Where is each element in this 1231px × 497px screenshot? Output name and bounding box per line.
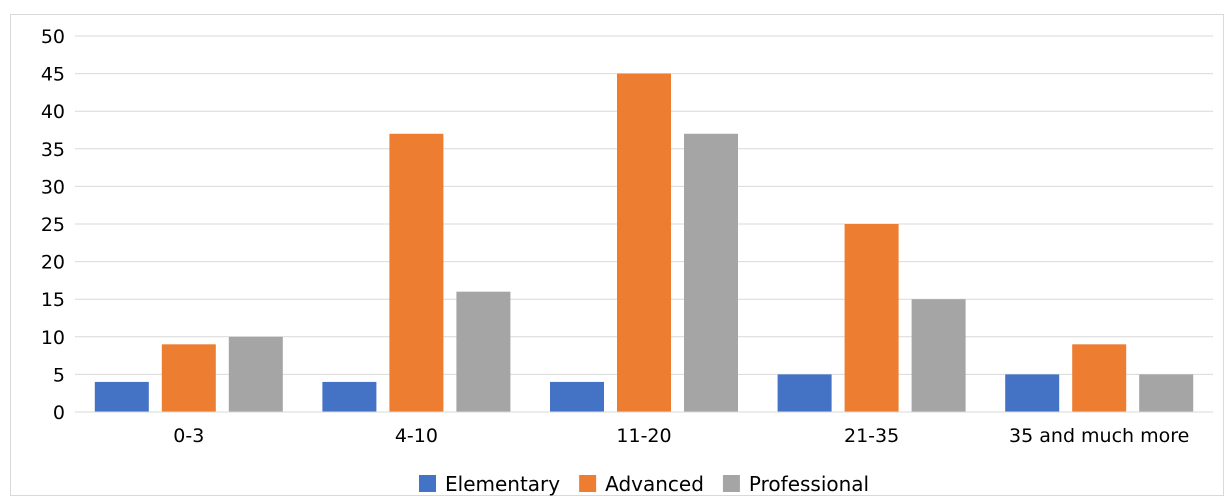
legend: Elementary Advanced Professional: [419, 472, 869, 496]
x-tick-label: 35 and much more: [1009, 425, 1189, 447]
y-tick-label: 5: [53, 364, 65, 386]
bar-professional-3: [684, 133, 738, 412]
bar-elementary-4: [777, 374, 832, 412]
legend-swatch: [419, 475, 436, 492]
y-tick-label: 25: [41, 214, 65, 236]
bar-advanced-3: [617, 73, 671, 412]
bar-elementary-2: [322, 381, 377, 412]
bar-professional-4: [911, 299, 966, 412]
legend-label: Elementary: [445, 472, 560, 496]
y-tick-label: 45: [41, 64, 65, 86]
bar-advanced-2: [389, 133, 444, 412]
legend-item-advanced: Advanced: [579, 472, 704, 496]
bar-elementary-3: [550, 381, 604, 412]
y-tick-label: 30: [41, 176, 65, 198]
x-tick-label: 21-35: [844, 425, 899, 447]
x-tick-label: 4-10: [395, 425, 438, 447]
y-tick-label: 35: [41, 139, 65, 161]
x-tick-label: 11-20: [616, 425, 671, 447]
y-tick-label: 0: [53, 402, 65, 424]
y-tick-label: 40: [41, 101, 65, 123]
y-tick-label: 10: [41, 327, 65, 349]
bar-elementary-1: [94, 381, 149, 412]
bar-professional-2: [456, 291, 511, 412]
legend-label: Professional: [749, 472, 869, 496]
y-tick-label: 20: [41, 252, 65, 274]
legend-swatch: [579, 475, 597, 492]
bar-elementary-5: [1005, 374, 1060, 412]
legend-item-elementary: Elementary: [419, 472, 560, 496]
bar-professional-1: [228, 336, 283, 412]
y-axis-tick-labels: 0 5 10 15 20 25 30 35 40 45 50: [41, 26, 65, 424]
x-axis-tick-labels: 0-3 4-10 11-20 21-35 35 and much more: [173, 425, 1189, 447]
y-tick-label: 15: [41, 289, 65, 311]
bar-advanced-4: [844, 224, 899, 412]
bars: [75, 73, 1213, 413]
legend-item-professional: Professional: [722, 472, 869, 496]
bar-professional-5: [1139, 374, 1194, 412]
bar-advanced-1: [161, 344, 216, 412]
x-tick-label: 0-3: [173, 425, 204, 447]
legend-swatch: [722, 475, 740, 492]
bar-advanced-5: [1072, 344, 1127, 412]
legend-label: Advanced: [605, 472, 704, 496]
y-tick-label: 50: [41, 26, 65, 48]
